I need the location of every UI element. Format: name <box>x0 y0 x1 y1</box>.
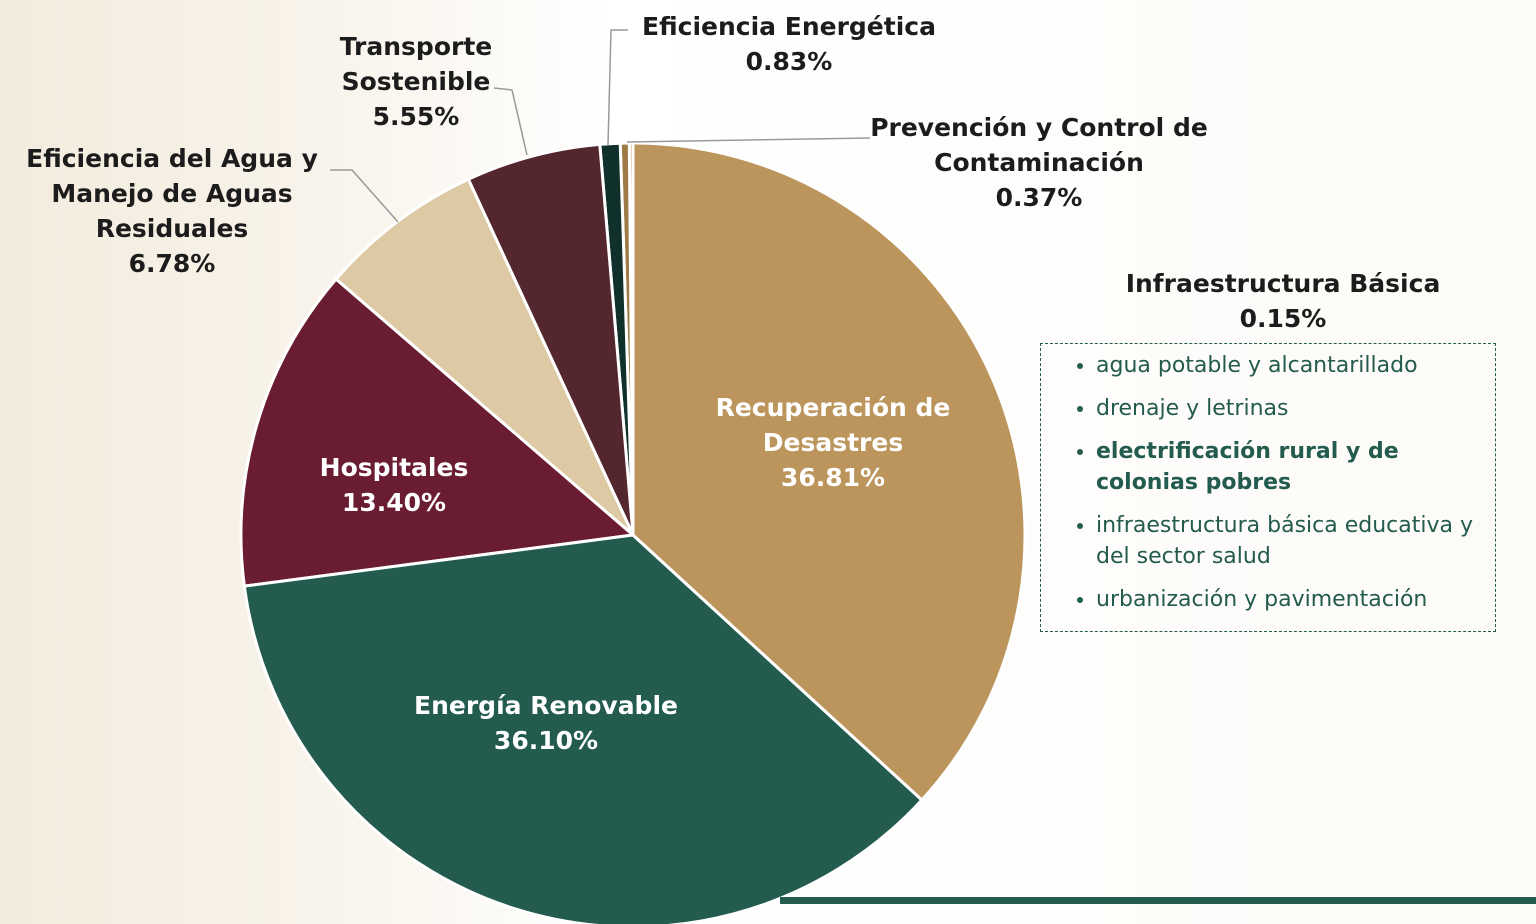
slice-name: Energía Renovable <box>366 688 726 723</box>
slice-value: 0.37% <box>869 180 1209 215</box>
list-item: infraestructura básica educativa y del s… <box>1096 510 1495 572</box>
slice-name: Eficiencia Energética <box>599 9 979 44</box>
slice-name: Infraestructura Básica <box>1083 266 1483 301</box>
list-item: agua potable y alcantarillado <box>1096 350 1495 381</box>
page: Recuperación de Desastres36.81% Energía R… <box>0 0 1536 924</box>
slice-value: 36.10% <box>366 723 726 758</box>
slice-value: 13.40% <box>284 485 504 520</box>
slice-value: 0.15% <box>1083 301 1483 336</box>
slice-value: 0.83% <box>599 44 979 79</box>
leader-line <box>627 138 870 142</box>
slice-name: Prevención y Control de Contaminación <box>869 110 1209 180</box>
slice-name: Hospitales <box>284 450 504 485</box>
slice-label: Eficiencia del Agua y Manejo de Aguas Re… <box>2 141 342 281</box>
list-item: electrificación rural y de colonias pobr… <box>1096 436 1495 498</box>
list-item: urbanización y pavimentación <box>1096 584 1495 615</box>
item-list: agua potable y alcantarillado drenaje y l… <box>1041 350 1495 615</box>
list-item: drenaje y letrinas <box>1096 393 1495 424</box>
footer-bar <box>780 897 1536 904</box>
slice-name: Recuperación de Desastres <box>683 390 983 460</box>
slice-value: 36.81% <box>683 460 983 495</box>
infraestructura-box: agua potable y alcantarillado drenaje y l… <box>1040 343 1496 632</box>
slice-name: Transporte Sostenible <box>316 29 516 99</box>
slice-value: 5.55% <box>316 99 516 134</box>
slice-name: Eficiencia del Agua y Manejo de Aguas Re… <box>2 141 342 246</box>
slice-value: 6.78% <box>2 246 342 281</box>
